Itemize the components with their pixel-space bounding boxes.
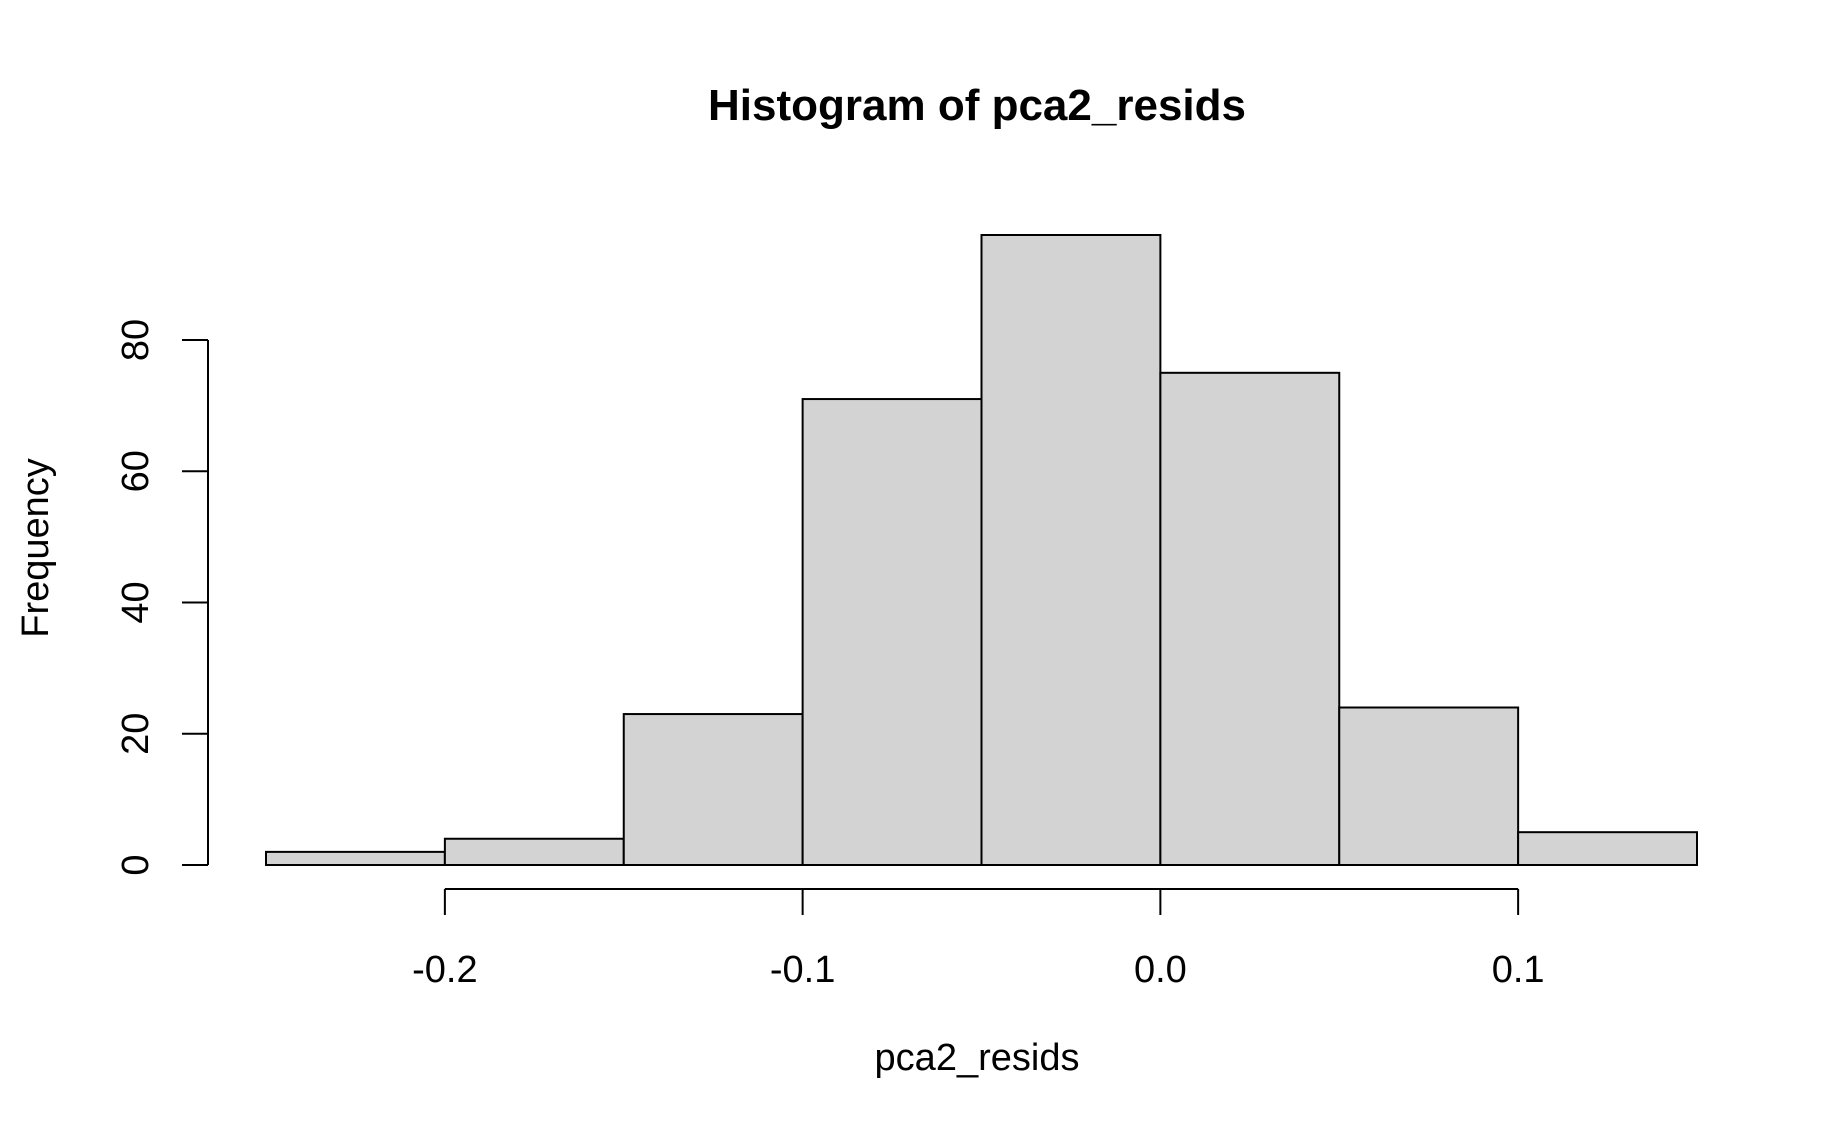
histogram-bar xyxy=(1159,371,1341,866)
y-tick-label: 80 xyxy=(115,319,157,361)
x-tick-label: 0.0 xyxy=(1134,949,1187,991)
x-tick-label: 0.1 xyxy=(1492,949,1545,991)
y-tick-label: 20 xyxy=(115,713,157,755)
histogram-bar xyxy=(1517,831,1698,867)
x-axis: -0.2 -0.1 0.0 0.1 xyxy=(412,888,1545,991)
histogram-bar xyxy=(980,234,1162,866)
y-tick-label: 60 xyxy=(115,450,157,492)
x-tick-label: -0.1 xyxy=(770,949,835,991)
x-axis-label: pca2_resids xyxy=(875,1037,1080,1079)
histogram-bar xyxy=(1338,706,1520,866)
histogram-bar xyxy=(801,398,983,866)
y-axis-label: Frequency xyxy=(15,458,57,638)
y-axis: 0 20 40 60 80 xyxy=(115,319,209,876)
bars-group xyxy=(265,234,1698,867)
x-tick-label: -0.2 xyxy=(412,949,477,991)
histogram-bar xyxy=(265,850,446,867)
y-tick-label: 40 xyxy=(115,581,157,623)
y-tick-label: 0 xyxy=(115,854,157,875)
histogram-bar xyxy=(622,713,804,866)
histogram-bar xyxy=(443,837,625,866)
chart-title: Histogram of pca2_resids xyxy=(708,81,1246,130)
